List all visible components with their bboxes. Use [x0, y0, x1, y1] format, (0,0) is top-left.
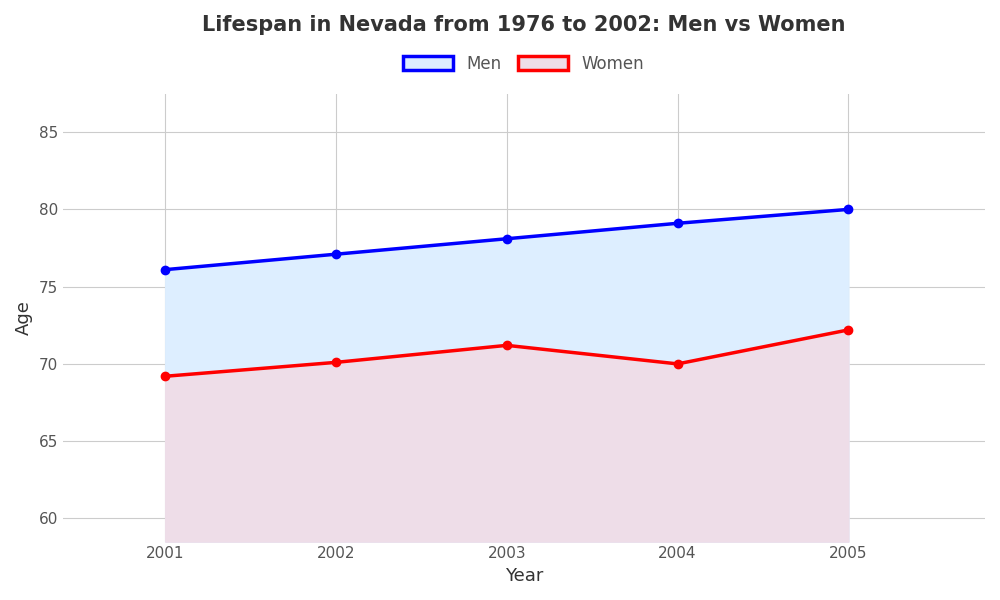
X-axis label: Year: Year	[505, 567, 543, 585]
Legend: Men, Women: Men, Women	[397, 48, 651, 79]
Title: Lifespan in Nevada from 1976 to 2002: Men vs Women: Lifespan in Nevada from 1976 to 2002: Me…	[202, 15, 846, 35]
Y-axis label: Age: Age	[15, 300, 33, 335]
